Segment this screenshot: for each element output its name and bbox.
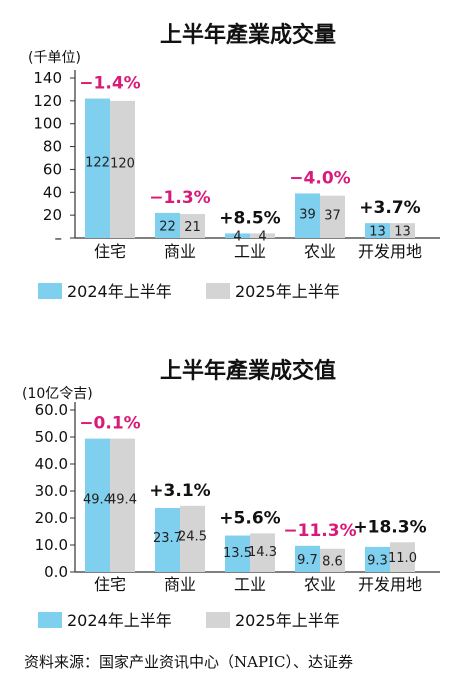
chart2-category-label: 开发用地 bbox=[358, 575, 422, 594]
chart2-bar-2025-label: 24.5 bbox=[178, 530, 207, 545]
chart1-bar-2024 bbox=[225, 233, 250, 238]
chart2-bar-2024-label: 49.4 bbox=[83, 493, 112, 508]
chart2-bar-2025 bbox=[390, 542, 415, 572]
chart2-bar-2025 bbox=[110, 438, 135, 572]
chart1-bar-2025 bbox=[320, 195, 345, 238]
chart1-bar-2024 bbox=[85, 98, 110, 238]
chart1-bar-2025-label: 4 bbox=[258, 230, 266, 245]
chart2-bar-2024 bbox=[85, 438, 110, 572]
chart1-bar-2024 bbox=[155, 212, 180, 238]
chart1-ytick-label: 120 bbox=[33, 92, 62, 110]
chart1-title: 上半年產業成交量 bbox=[160, 22, 336, 48]
chart2-legend-2025-label: 2025年上半年 bbox=[235, 611, 340, 630]
chart1-ytick-label: 60 bbox=[43, 160, 62, 178]
chart2-change-label: −0.1% bbox=[79, 414, 140, 434]
chart2-bar-2025 bbox=[180, 505, 205, 572]
chart1-legend-2025-swatch bbox=[206, 283, 230, 299]
chart2-ytick-label: 30.0 bbox=[35, 482, 68, 500]
chart2-bar-2024 bbox=[295, 545, 320, 572]
chart1-legend-2024-label: 2024年上半年 bbox=[67, 282, 172, 301]
chart2-change-label: −11.3% bbox=[283, 521, 356, 541]
chart2-ytick-label: 20.0 bbox=[35, 509, 68, 527]
chart1-bar-2024 bbox=[365, 223, 390, 238]
chart1-bar-2024-label: 39 bbox=[299, 207, 316, 222]
chart2-ytick-label: 10.0 bbox=[35, 536, 68, 554]
chart1-bar-2024-label: 22 bbox=[159, 219, 176, 234]
chart1-change-label: +8.5% bbox=[219, 208, 280, 228]
chart2-bar-2025-label: 49.4 bbox=[108, 493, 137, 508]
chart2-ytick-label: 0.0 bbox=[44, 563, 68, 581]
chart2-change-label: +18.3% bbox=[353, 517, 426, 537]
chart1-category-label: 商业 bbox=[164, 242, 196, 261]
chart2-bar-2024-label: 9.3 bbox=[367, 553, 388, 568]
chart1-ytick-label: 80 bbox=[43, 138, 62, 156]
chart2-bar-2025 bbox=[320, 548, 345, 572]
chart1-bar-2025-label: 120 bbox=[110, 157, 135, 172]
chart2-unit-label: (10亿令吉) bbox=[22, 386, 93, 402]
chart1-bar-2025-label: 13 bbox=[394, 225, 411, 240]
chart2-bar-2024-label: 13.5 bbox=[223, 546, 252, 561]
chart1-ytick-label: 20 bbox=[43, 206, 62, 224]
chart1-ytick-label: – bbox=[55, 229, 63, 247]
chart1-change-label: +3.7% bbox=[359, 198, 420, 218]
source-note: 资料来源：国家产业资讯中心（NAPIC）、达证券 bbox=[24, 653, 353, 671]
chart1-unit-label: (千单位) bbox=[28, 50, 81, 66]
chart1-ytick-label: 100 bbox=[33, 115, 62, 133]
chart1-change-label: −1.3% bbox=[149, 188, 210, 208]
chart2-bar-2024-label: 23.7 bbox=[153, 531, 182, 546]
chart2-legend-2025-swatch bbox=[206, 612, 230, 628]
chart1-change-label: −4.0% bbox=[289, 168, 350, 188]
chart1-bar-2025 bbox=[180, 214, 205, 238]
chart1-legend-2025-label: 2025年上半年 bbox=[235, 282, 340, 301]
chart2-category-label: 农业 bbox=[304, 575, 336, 594]
chart1-bar-2025 bbox=[110, 100, 135, 238]
chart2-bar-2025-label: 14.3 bbox=[248, 545, 277, 560]
chart2-bar-2024 bbox=[225, 535, 250, 572]
chart1-ytick-label: 140 bbox=[33, 69, 62, 87]
chart2-bar-2025-label: 8.6 bbox=[322, 554, 343, 569]
chart1-change-label: −1.4% bbox=[79, 74, 140, 94]
chart2-ytick-label: 40.0 bbox=[35, 455, 68, 473]
chart1-legend-2024-swatch bbox=[38, 283, 62, 299]
chart1-bar-2024 bbox=[295, 193, 320, 238]
chart2-category-label: 住宅 bbox=[94, 575, 126, 594]
chart2-ytick-label: 50.0 bbox=[35, 428, 68, 446]
chart1-category-label: 工业 bbox=[234, 242, 266, 261]
chart1-bar-2025 bbox=[250, 233, 275, 238]
chart1-category-label: 住宅 bbox=[94, 242, 126, 261]
chart2-legend-2024-label: 2024年上半年 bbox=[67, 611, 172, 630]
chart2-change-label: +3.1% bbox=[149, 481, 210, 501]
chart1-bar-2024-label: 13 bbox=[369, 225, 386, 240]
chart1-bar-2025 bbox=[390, 223, 415, 238]
chart2-bar-2025 bbox=[250, 533, 275, 572]
chart1-ytick-label: 40 bbox=[43, 183, 62, 201]
chart1-bar-2024-label: 122 bbox=[85, 155, 110, 170]
chart1-bar-2025-label: 21 bbox=[184, 220, 201, 235]
chart1-category-label: 开发用地 bbox=[358, 242, 422, 261]
chart2-legend-2024-swatch bbox=[38, 612, 62, 628]
chart2-bar-2024 bbox=[155, 508, 180, 572]
chart2-category-label: 工业 bbox=[234, 575, 266, 594]
chart2-bar-2024-label: 9.7 bbox=[297, 553, 318, 568]
chart2-ytick-label: 60.0 bbox=[35, 401, 68, 419]
chart2-bar-2024 bbox=[365, 546, 390, 572]
chart2-title: 上半年產業成交值 bbox=[160, 358, 336, 384]
chart2-category-label: 商业 bbox=[164, 575, 196, 594]
chart1-category-label: 农业 bbox=[304, 242, 336, 261]
chart1-bar-2025-label: 37 bbox=[324, 209, 341, 224]
chart1-bar-2024-label: 4 bbox=[233, 230, 241, 245]
chart2-change-label: +5.6% bbox=[219, 508, 280, 528]
chart2-bar-2025-label: 11.0 bbox=[388, 551, 417, 566]
